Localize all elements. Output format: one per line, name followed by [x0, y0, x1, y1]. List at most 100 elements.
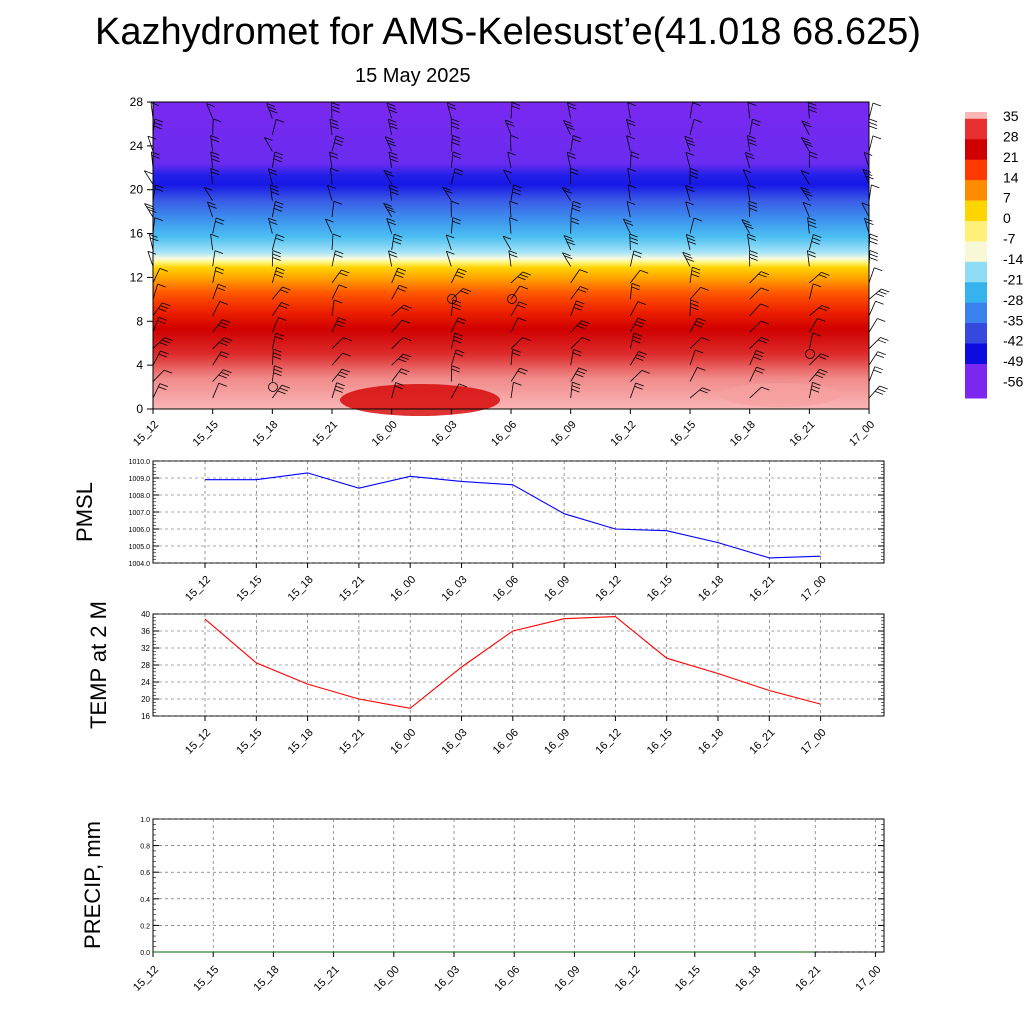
- wind-barb: [689, 102, 701, 119]
- wind-barb: [570, 320, 590, 333]
- wind-barb: [269, 184, 280, 201]
- calm-wind-circle: [268, 382, 278, 392]
- wind-barb: [388, 151, 399, 168]
- wind-barb: [503, 169, 512, 185]
- wind-barb: [689, 337, 710, 349]
- x-tick-label: 16_06: [491, 727, 521, 757]
- colorbar-swatch: [965, 391, 987, 399]
- y-tick-label: 1.0: [140, 817, 150, 824]
- wind-barb: [626, 119, 636, 135]
- wind-barb: [806, 250, 816, 267]
- x-tick-label: 15_15: [234, 574, 264, 604]
- wind-barb: [507, 151, 516, 168]
- wind-barb: [809, 305, 830, 317]
- x-tick-label: 16_03: [440, 727, 470, 757]
- wind-barb: [203, 186, 214, 201]
- wind-barb: [742, 169, 752, 185]
- wind-barb: [272, 286, 291, 300]
- colorbar-swatch: [965, 214, 987, 222]
- wind-barb: [807, 102, 817, 119]
- wind-barb: [630, 317, 646, 333]
- wind-barb: [391, 304, 412, 317]
- wind-barb: [152, 350, 169, 366]
- x-tick-label: 16_06: [492, 964, 522, 994]
- wind-barb: [807, 217, 817, 234]
- wind-barb: [450, 168, 464, 185]
- y-tick-label: 8: [136, 314, 143, 328]
- colorbar-swatch: [965, 132, 987, 140]
- wind-barb: [271, 250, 281, 267]
- wind-barb: [272, 302, 290, 317]
- precip-panel: 0.0 0.2 0.4 0.6 0.8 1.0 15_12 15_15 15_18 15_21 16…: [80, 817, 885, 994]
- wind-barb: [271, 317, 287, 333]
- wind-barb: [749, 350, 765, 366]
- x-tick-label: 16_12: [608, 419, 638, 449]
- wind-barb: [861, 202, 870, 218]
- colorbar-swatch: [965, 302, 987, 310]
- wind-barb: [630, 351, 647, 366]
- wind-barb: [212, 301, 228, 316]
- colorbar-label: -21: [1003, 271, 1023, 287]
- x-tick-label: 15_18: [286, 574, 316, 604]
- x-tick-label: 15_15: [234, 727, 264, 757]
- x-tick-label: 16_21: [787, 419, 817, 449]
- wind-barb: [510, 317, 527, 333]
- wind-barb: [331, 337, 352, 349]
- colorbar-swatch: [965, 295, 987, 304]
- y-tick-label: 1009.0: [129, 476, 151, 483]
- wind-barb: [800, 186, 813, 201]
- wind-barb: [630, 269, 649, 284]
- wind-barb: [391, 233, 403, 251]
- wind-barb: [450, 217, 461, 234]
- wind-barb: [152, 316, 167, 333]
- wind-barb: [689, 167, 699, 185]
- y-tick-label: 0.0: [140, 950, 150, 957]
- colorbar-label: -56: [1003, 374, 1023, 390]
- wind-barb: [689, 266, 701, 283]
- wind-barb: [868, 118, 878, 135]
- wind-barb: [626, 201, 636, 218]
- wind-barb: [570, 337, 591, 349]
- colorbar-label: 28: [1003, 128, 1019, 144]
- wind-barb: [331, 200, 343, 218]
- wind-barb: [685, 201, 694, 218]
- colorbar-swatch: [965, 186, 987, 195]
- y-tick-label: 16: [130, 227, 144, 241]
- wind-barb: [510, 184, 522, 201]
- wind-barb: [868, 233, 879, 251]
- y-tick-label: 1007.0: [129, 510, 151, 517]
- x-tick-label: 16_18: [696, 727, 726, 757]
- wind-barb: [800, 170, 810, 185]
- wind-barb: [689, 119, 703, 135]
- wind-barb: [450, 383, 467, 399]
- wind-barb: [271, 234, 285, 251]
- wind-barb: [629, 332, 642, 349]
- colorbar-swatch: [965, 139, 987, 147]
- wind-barb: [451, 288, 472, 300]
- wind-barb: [271, 365, 283, 382]
- wind-barb: [386, 217, 396, 234]
- wind-barb: [741, 219, 754, 234]
- wind-barb: [562, 252, 573, 267]
- calm-wind-circle: [805, 349, 815, 359]
- wind-barb: [868, 267, 883, 284]
- colorbar-swatch: [965, 125, 987, 133]
- colorbar-label: 7: [1003, 190, 1011, 206]
- wind-barb: [510, 337, 531, 349]
- y-tick-label: 1008.0: [129, 493, 151, 500]
- wind-barb: [391, 382, 404, 399]
- x-tick-label: 16_09: [552, 964, 582, 994]
- wind-barb: [629, 283, 641, 300]
- colorbar-swatch: [965, 370, 987, 379]
- x-tick-label: 16_18: [728, 419, 758, 449]
- wind-barb: [749, 250, 758, 267]
- y-tick-label: 24: [141, 678, 150, 687]
- wind-barb: [510, 367, 528, 382]
- wind-barb: [510, 348, 521, 366]
- colorbar-label: -14: [1003, 251, 1023, 267]
- wind-barb: [331, 317, 347, 333]
- colorbar-label: 35: [1003, 108, 1019, 124]
- calm-wind-circle: [507, 294, 517, 304]
- wind-barb: [629, 250, 642, 267]
- colorbar-swatch: [965, 180, 987, 188]
